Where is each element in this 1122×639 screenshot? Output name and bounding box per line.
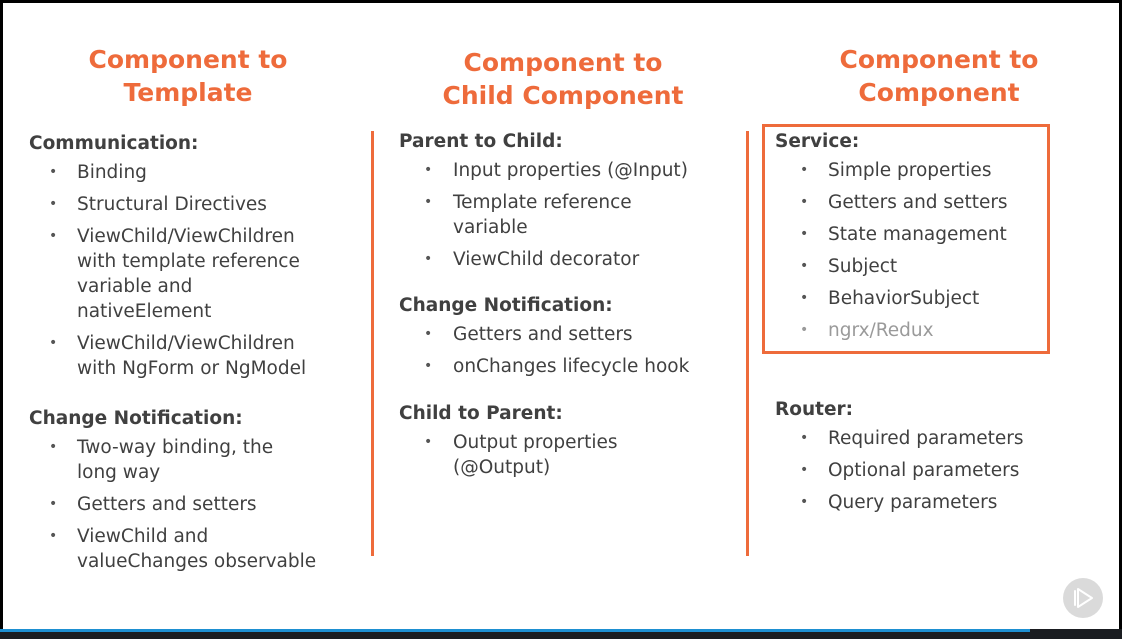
column-title-component-to-component: Component to Component xyxy=(839,45,1039,107)
bullet-list: • Input properties (@Input) • Template ref… xyxy=(399,158,744,272)
list-item: • onChanges lifecycle hook xyxy=(424,356,690,377)
bullet-icon: • xyxy=(424,326,433,342)
list-item: • Subject xyxy=(800,256,898,277)
bullet-icon: • xyxy=(800,462,809,478)
list-item: • Input properties (@Input) xyxy=(424,160,688,181)
bullet-icon: • xyxy=(424,251,433,267)
section-service: Service: • Simple properties • Getters and… xyxy=(775,129,1045,350)
column-divider xyxy=(746,131,749,556)
list-item: • Template reference variable xyxy=(424,192,632,238)
bullet-icon: • xyxy=(424,162,433,178)
slide xyxy=(3,3,1119,629)
section-router: Router: • Required parameters • Optional p… xyxy=(775,397,1075,522)
bullet-list: • Simple properties • Getters and setters … xyxy=(775,158,1045,343)
bullet-icon: • xyxy=(49,528,58,544)
bullet-icon: • xyxy=(424,358,433,374)
list-item: • BehaviorSubject xyxy=(800,288,980,309)
bullet-icon: • xyxy=(800,290,809,306)
column-title-component-to-child-component: Component to Child Component xyxy=(442,48,684,110)
bullet-icon: • xyxy=(800,494,809,510)
list-item: • Two-way binding, the long way xyxy=(49,437,274,483)
list-item: • Output properties (@Output) xyxy=(424,432,618,478)
list-item: • Structural Directives xyxy=(49,194,267,215)
player-progress-fill xyxy=(0,629,1030,632)
list-item: • Optional parameters xyxy=(800,460,1020,481)
list-item: • Binding xyxy=(49,162,147,183)
bullet-icon: • xyxy=(800,430,809,446)
bullet-icon: • xyxy=(800,258,809,274)
list-item: • Query parameters xyxy=(800,492,998,513)
bullet-icon: • xyxy=(800,322,809,338)
section-child-to-parent: Child to Parent: • Output properties (@Ou… xyxy=(399,401,744,487)
list-item: • ViewChild/ViewChildren with NgForm or N… xyxy=(49,333,307,379)
bullet-icon: • xyxy=(800,194,809,210)
bullet-list: • Two-way binding, the long way • Getters … xyxy=(29,435,369,574)
bullet-list: • Output properties (@Output) xyxy=(399,430,744,480)
player-progress-track[interactable] xyxy=(0,629,1122,639)
list-item: • Required parameters xyxy=(800,428,1024,449)
section-heading: Router: xyxy=(775,399,854,420)
section-heading: Service: xyxy=(775,131,860,152)
section-heading: Change Notification: xyxy=(399,295,613,316)
bullet-icon: • xyxy=(49,439,58,455)
bullet-icon: • xyxy=(800,162,809,178)
bullet-icon: • xyxy=(49,335,58,351)
list-item: • ngrx/Redux xyxy=(800,320,934,341)
bullet-list: • Required parameters • Optional parameter… xyxy=(775,426,1075,515)
list-item: • ViewChild and valueChanges observable xyxy=(49,526,317,572)
bullet-icon: • xyxy=(49,496,58,512)
bullet-list: • Binding • Structural Directives • ViewChi… xyxy=(29,160,369,381)
section-heading: Child to Parent: xyxy=(399,403,563,424)
column-title-component-to-template: Component to Template xyxy=(88,45,288,107)
section-parent-to-child: Parent to Child: • Input properties (@Inp… xyxy=(399,129,744,279)
list-item: • State management xyxy=(800,224,1007,245)
play-icon xyxy=(1074,588,1093,608)
section-heading: Parent to Child: xyxy=(399,131,563,152)
section-change-notification: Change Notification: • Two-way binding, t… xyxy=(29,406,369,581)
column-divider xyxy=(371,131,374,556)
bullet-icon: • xyxy=(49,164,58,180)
bullet-list: • Getters and setters • onChanges lifecycl… xyxy=(399,322,744,379)
bullet-icon: • xyxy=(800,226,809,242)
bullet-icon: • xyxy=(424,194,433,210)
list-item: • ViewChild decorator xyxy=(424,249,640,270)
bullet-icon: • xyxy=(424,434,433,450)
play-button[interactable] xyxy=(1063,578,1103,618)
section-communication: Communication: • Binding • Structural Dire… xyxy=(29,131,369,388)
service-highlight-box xyxy=(762,124,1050,354)
bullet-icon: • xyxy=(49,196,58,212)
list-item: • ViewChild/ViewChildren with template re… xyxy=(49,226,300,322)
section-change-notification: Change Notification: • Getters and setter… xyxy=(399,293,744,386)
list-item: • Simple properties xyxy=(800,160,992,181)
list-item: • Getters and setters xyxy=(800,192,1008,213)
bullet-icon: • xyxy=(49,228,58,244)
list-item: • Getters and setters xyxy=(424,324,633,345)
section-heading: Communication: xyxy=(29,133,199,154)
list-item: • Getters and setters xyxy=(49,494,257,515)
section-heading: Change Notification: xyxy=(29,408,243,429)
